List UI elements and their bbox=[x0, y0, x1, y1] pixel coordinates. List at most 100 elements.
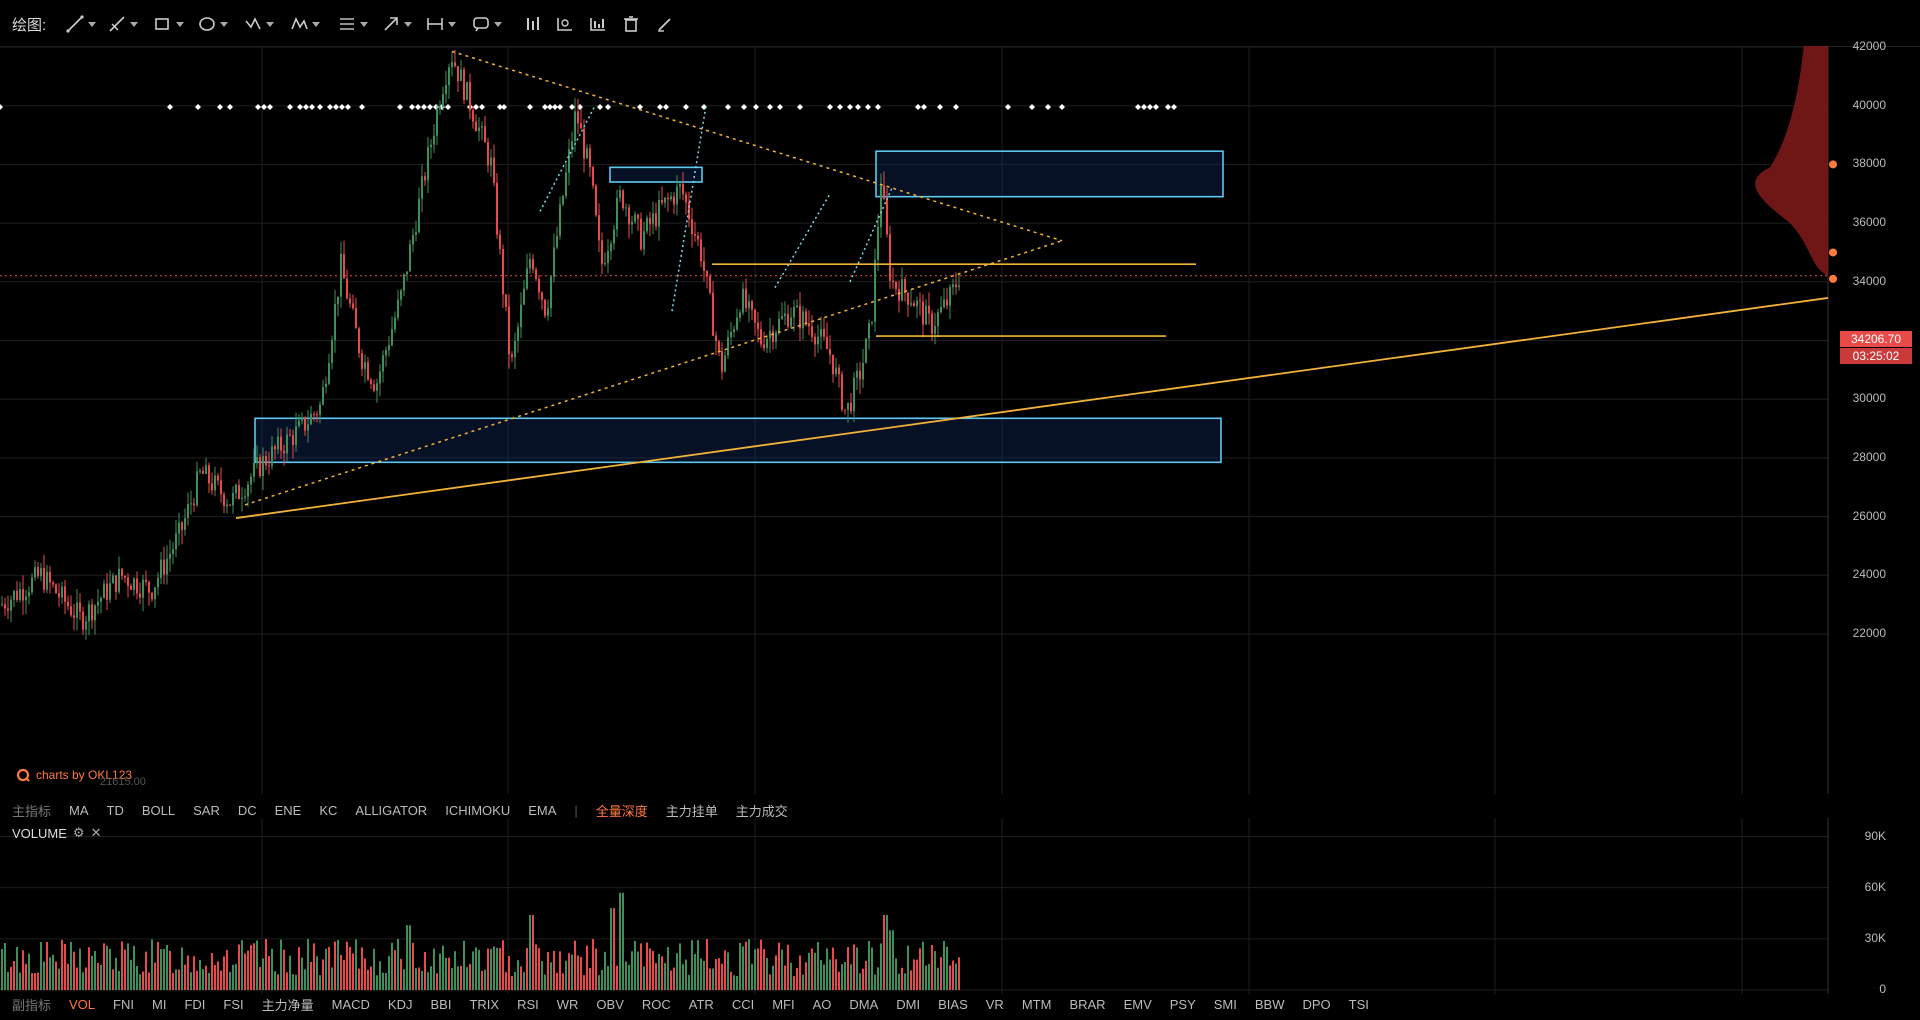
indicator-dma[interactable]: DMA bbox=[849, 996, 879, 1012]
indicator-主力净量[interactable]: 主力净量 bbox=[261, 997, 314, 1013]
pattern-tool-button[interactable] bbox=[290, 14, 320, 34]
column-chart-button[interactable] bbox=[589, 14, 607, 34]
volume-bar bbox=[202, 969, 204, 990]
indicator-boll[interactable]: BOLL bbox=[141, 802, 176, 818]
chevron-down-icon[interactable] bbox=[88, 21, 96, 27]
volume-bar bbox=[115, 957, 117, 990]
volume-bar bbox=[49, 957, 51, 990]
indicator-macd[interactable]: MACD bbox=[331, 996, 370, 1012]
chevron-down-icon[interactable] bbox=[266, 21, 274, 27]
indicator-vol[interactable]: VOL bbox=[69, 996, 96, 1012]
indicator-smi[interactable]: SMI bbox=[1213, 996, 1237, 1012]
bar-chart-button[interactable] bbox=[524, 14, 542, 34]
wave-tool-button[interactable] bbox=[244, 14, 274, 34]
indicator-obv[interactable]: OBV bbox=[596, 996, 624, 1012]
indicator-bias[interactable]: BIAS bbox=[938, 996, 968, 1012]
candle-body bbox=[790, 317, 792, 327]
arrow-tool-button[interactable] bbox=[382, 14, 412, 34]
chevron-down-icon[interactable] bbox=[448, 21, 456, 27]
indicator-emv[interactable]: EMV bbox=[1123, 996, 1152, 1012]
chevron-down-icon[interactable] bbox=[404, 21, 412, 27]
indicator-fni[interactable]: FNI bbox=[113, 996, 134, 1012]
indicator-tsi[interactable]: TSI bbox=[1348, 996, 1369, 1012]
indicator-sar[interactable]: SAR bbox=[193, 802, 220, 818]
measure-tool-button[interactable] bbox=[426, 14, 456, 34]
volume-bar bbox=[511, 976, 513, 990]
indicator-extra[interactable]: 主力成交 bbox=[735, 803, 788, 819]
volume-bar bbox=[802, 974, 804, 990]
candle-body bbox=[604, 263, 606, 265]
candle-body bbox=[277, 436, 279, 450]
candle-body bbox=[670, 196, 672, 200]
chevron-down-icon[interactable] bbox=[176, 21, 184, 27]
indicator-bbw[interactable]: BBW bbox=[1254, 996, 1285, 1012]
indicator-fsi[interactable]: FSI bbox=[223, 996, 244, 1012]
indicator-ichimoku[interactable]: ICHIMOKU bbox=[445, 802, 511, 818]
indicator-extra[interactable]: 主力挂单 bbox=[665, 803, 718, 819]
volume-bar bbox=[565, 960, 567, 990]
candle-body bbox=[703, 261, 705, 271]
price-chart[interactable] bbox=[0, 46, 1920, 794]
candle-body bbox=[361, 353, 363, 369]
chevron-down-icon[interactable] bbox=[360, 21, 368, 27]
indicator-dc[interactable]: DC bbox=[237, 802, 257, 818]
candle-body bbox=[616, 197, 618, 230]
line-chart-button[interactable] bbox=[556, 14, 574, 34]
candle-body bbox=[229, 504, 231, 506]
chevron-down-icon[interactable] bbox=[130, 21, 138, 27]
indicator-extra[interactable]: 全量深度 bbox=[595, 803, 648, 819]
indicator-ao[interactable]: AO bbox=[812, 996, 832, 1012]
indicator-mi[interactable]: MI bbox=[151, 996, 167, 1012]
volume-bar bbox=[145, 951, 147, 990]
indicator-kdj[interactable]: KDJ bbox=[387, 996, 413, 1012]
fib-tool-button[interactable] bbox=[338, 14, 368, 34]
chevron-down-icon[interactable] bbox=[220, 21, 228, 27]
rect-tool-button[interactable] bbox=[154, 14, 184, 34]
pen-tool-button[interactable] bbox=[108, 14, 138, 34]
indicator-dpo[interactable]: DPO bbox=[1302, 996, 1331, 1012]
gear-icon[interactable]: ⚙ bbox=[72, 825, 85, 840]
candle-body bbox=[934, 326, 936, 334]
indicator-vr[interactable]: VR bbox=[985, 996, 1004, 1012]
volume-bar bbox=[931, 945, 933, 990]
indicator-cci[interactable]: CCI bbox=[731, 996, 755, 1012]
edit-drawings-button[interactable] bbox=[656, 14, 674, 34]
line-tool-button[interactable] bbox=[66, 14, 96, 34]
indicator-fdi[interactable]: FDI bbox=[184, 996, 206, 1012]
ellipse-tool-button[interactable] bbox=[198, 14, 228, 34]
indicator-roc[interactable]: ROC bbox=[641, 996, 671, 1012]
delete-drawings-button[interactable] bbox=[622, 14, 640, 34]
volume-bar bbox=[22, 950, 24, 990]
close-icon[interactable]: ✕ bbox=[90, 825, 102, 840]
indicator-ene[interactable]: ENE bbox=[274, 802, 302, 818]
countdown-tag: 03:25:02 bbox=[1840, 348, 1912, 364]
indicator-trix[interactable]: TRIX bbox=[469, 996, 500, 1012]
volume-chart[interactable] bbox=[0, 818, 1920, 994]
indicator-atr[interactable]: ATR bbox=[688, 996, 714, 1012]
volume-bar bbox=[703, 960, 705, 990]
indicator-ma[interactable]: MA bbox=[69, 802, 89, 818]
indicator-psy[interactable]: PSY bbox=[1169, 996, 1196, 1012]
candle-body bbox=[10, 599, 12, 611]
indicator-brar[interactable]: BRAR bbox=[1069, 996, 1106, 1012]
indicator-rsi[interactable]: RSI bbox=[517, 996, 539, 1012]
trend-line bbox=[235, 297, 1829, 519]
comment-tool-button[interactable] bbox=[472, 14, 502, 34]
indicator-ema[interactable]: EMA bbox=[528, 802, 557, 818]
cyan-dotted-line bbox=[774, 193, 831, 289]
indicator-wr[interactable]: WR bbox=[556, 996, 579, 1012]
chevron-down-icon[interactable] bbox=[494, 21, 502, 27]
volume-bar bbox=[1, 948, 3, 990]
indicator-td[interactable]: TD bbox=[106, 802, 124, 818]
indicator-mfi[interactable]: MFI bbox=[772, 996, 795, 1012]
indicator-kc[interactable]: KC bbox=[319, 802, 338, 818]
indicator-dmi[interactable]: DMI bbox=[896, 996, 921, 1012]
candle-body bbox=[859, 370, 861, 380]
indicator-bbi[interactable]: BBI bbox=[430, 996, 452, 1012]
chevron-down-icon[interactable] bbox=[312, 21, 320, 27]
volume-bar bbox=[658, 953, 660, 990]
indicator-mtm[interactable]: MTM bbox=[1021, 996, 1052, 1012]
volume-bar bbox=[70, 941, 72, 990]
volume-bar bbox=[280, 939, 282, 990]
indicator-alligator[interactable]: ALLIGATOR bbox=[355, 802, 428, 818]
